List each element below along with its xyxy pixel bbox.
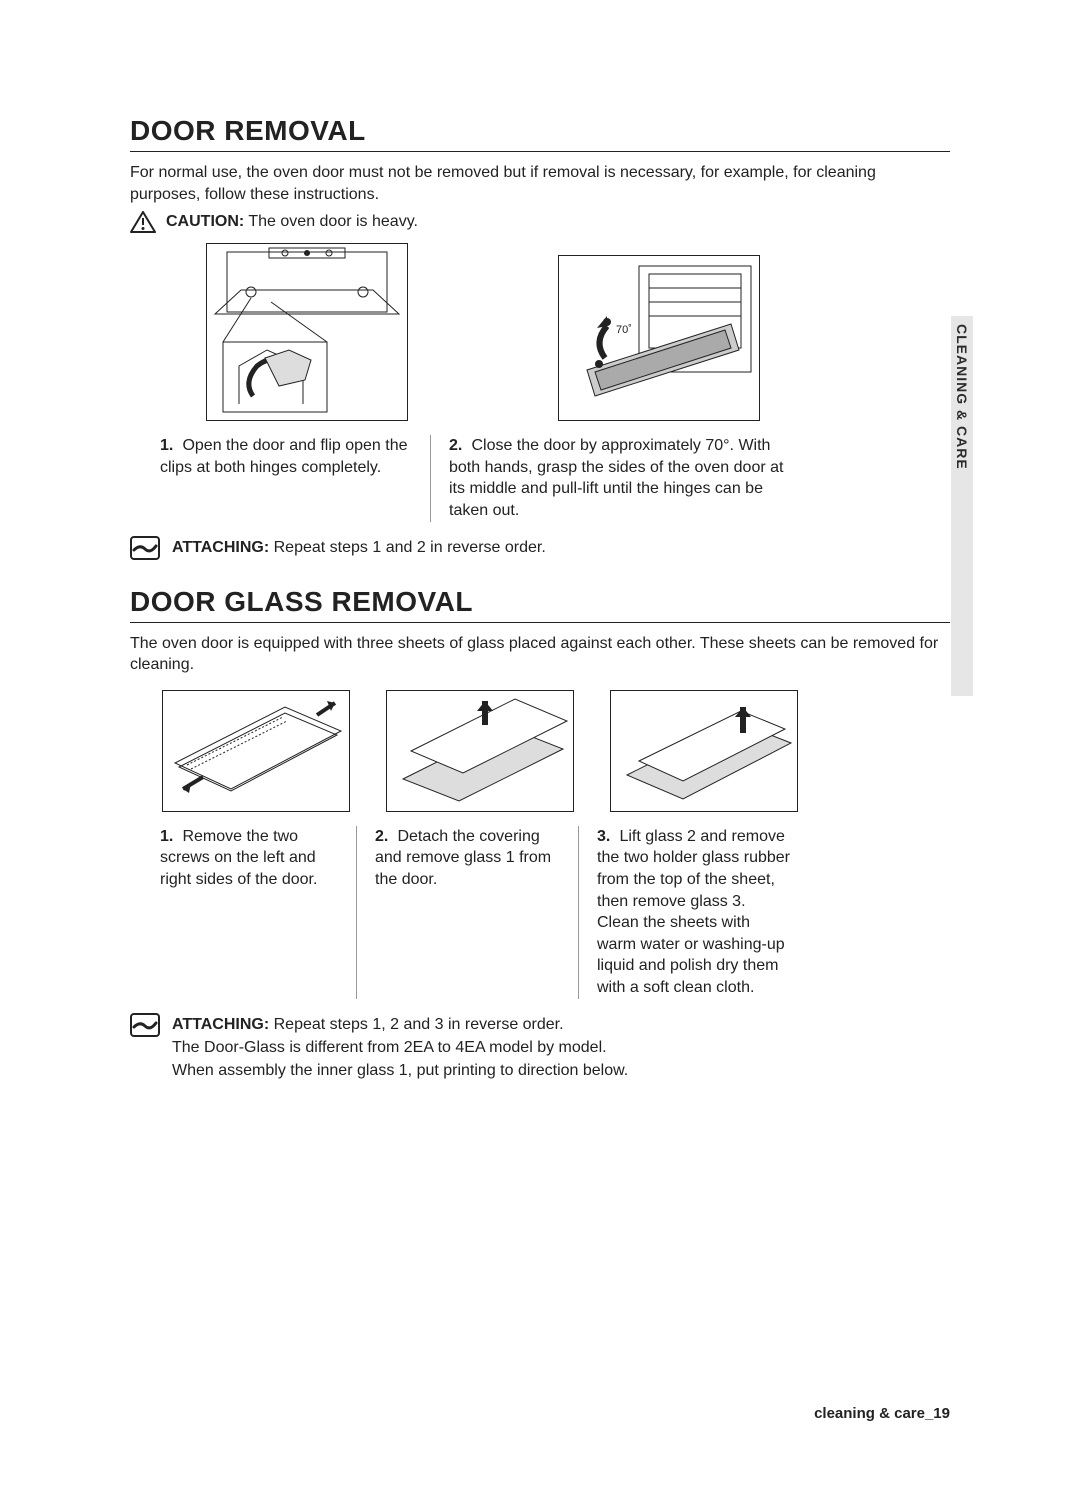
door-removal-intro: For normal use, the oven door must not b…	[130, 162, 950, 205]
door-removal-figure-2: 70˚	[558, 255, 760, 421]
door-removal-figure-1	[206, 243, 408, 421]
step-1-num: 1.	[160, 435, 178, 457]
glass-step-3: 3. Lift glass 2 and remove the two holde…	[597, 826, 790, 999]
door-removal-steps: 1. Open the door and flip open the clips…	[130, 435, 950, 521]
glass-figure-3	[610, 690, 798, 812]
caution-row: CAUTION: The oven door is heavy.	[130, 211, 950, 233]
glass-attach-line-3: When assembly the inner glass 1, put pri…	[172, 1059, 628, 1082]
step-1-text: Open the door and flip open the clips at…	[160, 437, 408, 476]
page-footer: cleaning & care_19	[814, 1405, 950, 1422]
angle-label-text: 70˚	[616, 324, 632, 336]
door-glass-removal-title: DOOR GLASS REMOVAL	[130, 586, 950, 623]
attach-body: Repeat steps 1 and 2 in reverse order.	[269, 539, 546, 556]
step-2-num: 2.	[449, 435, 467, 457]
attach-text: ATTACHING: Repeat steps 1 and 2 in rever…	[172, 539, 546, 557]
glass-step-1: 1. Remove the two screws on the left and…	[160, 826, 338, 891]
caution-icon	[130, 211, 156, 233]
glass-step-2-num: 2.	[375, 826, 393, 848]
glass-attach-label: ATTACHING:	[172, 1016, 269, 1033]
caution-text: CAUTION: The oven door is heavy.	[166, 213, 418, 231]
door-removal-attach-note: ATTACHING: Repeat steps 1 and 2 in rever…	[130, 536, 950, 560]
door-removal-figures: 70˚	[206, 243, 950, 421]
step-2-text: Close the door by approximately 70°. Wit…	[449, 437, 783, 519]
glass-step-3-num: 3.	[597, 826, 615, 848]
attach-label: ATTACHING:	[172, 539, 269, 556]
glass-attach-text: ATTACHING: Repeat steps 1, 2 and 3 in re…	[172, 1013, 628, 1083]
glass-step-2: 2. Detach the covering and remove glass …	[375, 826, 560, 891]
manual-page: CLEANING & CARE DOOR REMOVAL For normal …	[0, 0, 1080, 1486]
glass-attach-line-2: The Door-Glass is different from 2EA to …	[172, 1036, 628, 1059]
glass-step-2-text: Detach the covering and remove glass 1 f…	[375, 828, 551, 888]
caution-body: The oven door is heavy.	[244, 213, 418, 230]
step-1: 1. Open the door and flip open the clips…	[160, 435, 412, 478]
door-glass-removal-intro: The oven door is equipped with three she…	[130, 633, 950, 676]
section-tab-label: CLEANING & CARE	[954, 324, 970, 470]
glass-figure-2	[386, 690, 574, 812]
glass-step-1-text: Remove the two screws on the left and ri…	[160, 828, 317, 888]
glass-attach-line-1: Repeat steps 1, 2 and 3 in reverse order…	[269, 1016, 563, 1033]
glass-step-1-num: 1.	[160, 826, 178, 848]
glass-removal-steps: 1. Remove the two screws on the left and…	[130, 826, 950, 999]
glass-attach-note: ATTACHING: Repeat steps 1, 2 and 3 in re…	[130, 1013, 950, 1083]
step-2: 2. Close the door by approximately 70°. …	[449, 435, 802, 521]
section-tab: CLEANING & CARE	[951, 316, 973, 696]
glass-step-3-text: Lift glass 2 and remove the two holder g…	[597, 828, 790, 996]
glass-figure-1	[162, 690, 350, 812]
note-icon	[130, 1013, 160, 1037]
door-removal-title: DOOR REMOVAL	[130, 115, 950, 152]
glass-figures	[162, 690, 950, 812]
note-icon	[130, 536, 160, 560]
caution-label: CAUTION:	[166, 213, 244, 230]
